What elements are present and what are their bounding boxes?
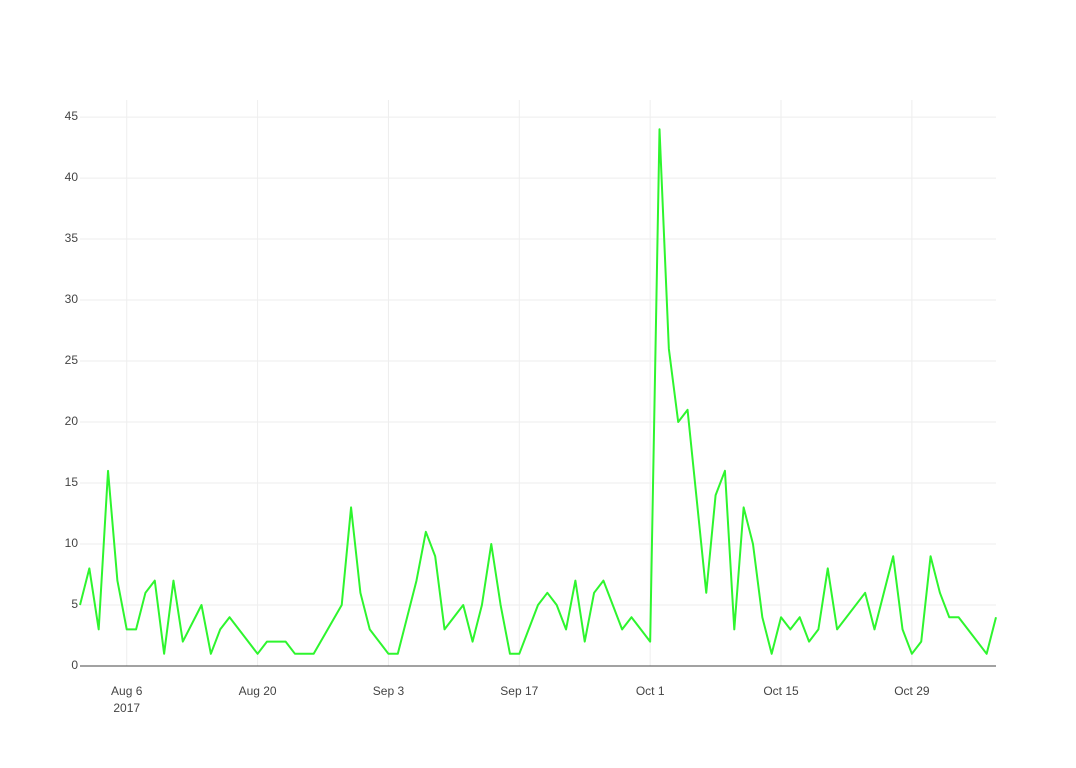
y-tick-label: 5 <box>71 597 78 611</box>
x-tick-label-line: Aug 6 <box>111 684 143 698</box>
x-tick-label-line: Oct 1 <box>636 684 665 698</box>
x-tick-label: Oct 15 <box>763 684 799 698</box>
y-tick-label: 40 <box>65 170 79 184</box>
x-tick-label: Oct 1 <box>636 684 665 698</box>
y-tick-label: 0 <box>71 658 78 672</box>
x-tick-label-line: Sep 17 <box>500 684 538 698</box>
y-tick-label: 20 <box>65 414 79 428</box>
y-tick-label: 35 <box>65 231 79 245</box>
x-tick-label: Sep 17 <box>500 684 538 698</box>
x-tick-label: Oct 29 <box>894 684 930 698</box>
x-tick-label: Sep 3 <box>373 684 405 698</box>
y-tick-label: 15 <box>65 475 79 489</box>
x-tick-label-line: Oct 15 <box>763 684 799 698</box>
y-tick-label: 10 <box>65 536 79 550</box>
y-tick-label: 25 <box>65 353 79 367</box>
y-tick-label: 45 <box>65 109 79 123</box>
y-tick-label: 30 <box>65 292 79 306</box>
x-tick-label: Aug 20 <box>239 684 277 698</box>
x-tick-label-line: Aug 20 <box>239 684 277 698</box>
x-tick-label-line: Sep 3 <box>373 684 405 698</box>
data-line <box>79 128 997 655</box>
x-tick-label-line: 2017 <box>113 701 140 715</box>
x-tick-label: Aug 6 2017 <box>111 684 143 715</box>
x-tick-label-line: Oct 29 <box>894 684 930 698</box>
